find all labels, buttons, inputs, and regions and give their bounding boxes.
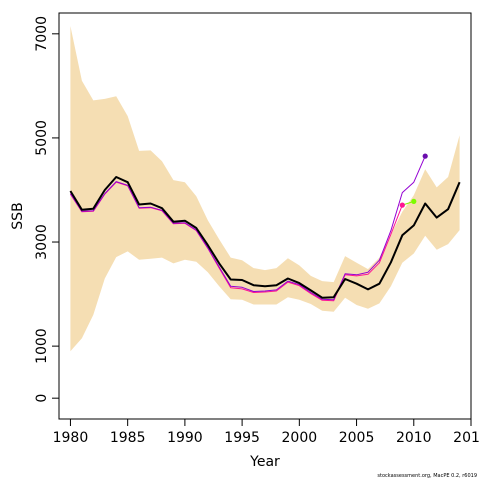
series-lines [69, 155, 461, 302]
series-line-retro_2 [69, 155, 426, 301]
confidence-band [70, 26, 460, 352]
x-tick-label: 2010 [396, 430, 432, 446]
y-tick-label: 1000 [34, 328, 50, 364]
data-point-retro_point_1 [399, 202, 405, 208]
band-area [70, 26, 460, 352]
x-axis: 1980 1985 1990 1995 2000 2005 2010 2015 [53, 419, 480, 446]
x-axis-title: Year [249, 454, 280, 470]
x-tick-label: 1985 [110, 430, 146, 446]
data-point-retro_point_2 [411, 198, 417, 204]
y-tick-label: 0 [34, 394, 50, 403]
series-points [399, 153, 428, 208]
data-point-retro_point_3 [422, 153, 428, 159]
y-axis: 0 1000 3000 5000 7000 [34, 16, 59, 403]
x-tick-label: 2005 [339, 430, 375, 446]
y-tick-label: 7000 [34, 16, 50, 52]
x-tick-label: 1980 [53, 430, 89, 446]
y-tick-label: 5000 [34, 120, 50, 156]
plot-frame [58, 12, 472, 420]
series-line-main [69, 176, 461, 299]
y-tick-label: 3000 [34, 224, 50, 260]
x-tick-label: 1990 [167, 430, 203, 446]
x-tick-label: 2000 [282, 430, 318, 446]
footnote: stockassessment.org, MacPE 0.2, r6019 [377, 473, 477, 479]
x-tick-label: 2015 [453, 430, 480, 446]
y-axis-title: SSB [10, 202, 26, 229]
x-tick-label: 1995 [224, 430, 260, 446]
